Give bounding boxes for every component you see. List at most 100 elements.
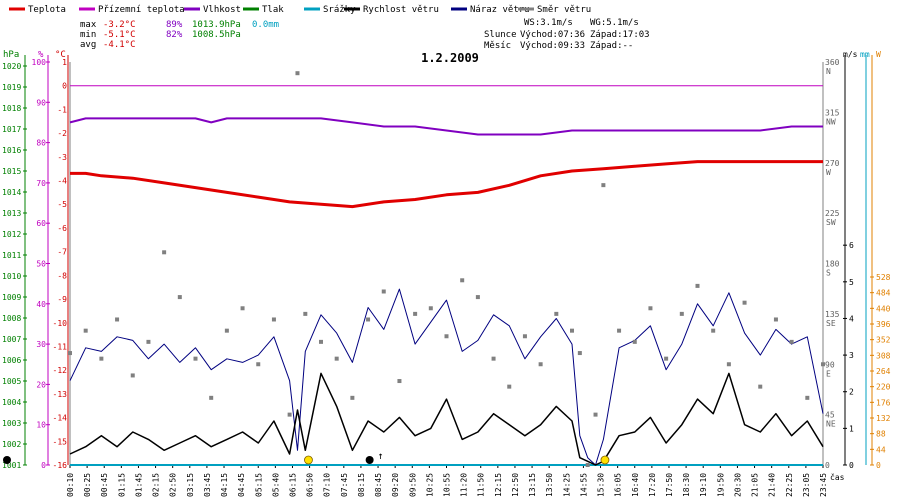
humidity-tick: 90 — [36, 98, 46, 107]
temperature-tick: -14 — [53, 414, 68, 423]
temperature-tick: -10 — [53, 319, 68, 328]
info-sun-set: Západ:17:03 — [590, 30, 650, 40]
info-wg: WG:5.1m/s — [590, 18, 639, 28]
time-label: 16:40 — [631, 473, 640, 497]
humidity-axis-unit: % — [38, 50, 44, 60]
wind-direction-point — [68, 351, 72, 356]
time-label: 09:50 — [408, 473, 417, 497]
solar-tick: 0 — [876, 461, 881, 470]
direction-label: N — [826, 67, 831, 76]
markers: ↑ — [3, 451, 610, 465]
time-label: 18:30 — [682, 473, 691, 497]
wind-direction-point — [413, 311, 418, 316]
time-label: 04:45 — [237, 473, 246, 497]
wind-direction-point — [130, 373, 135, 378]
stats-pressure: 1008.5hPa — [192, 30, 241, 40]
time-label: 01:15 — [117, 473, 126, 497]
wind-direction-point — [224, 328, 229, 333]
time-label: 12:50 — [511, 473, 520, 497]
info-moon-rise: Východ:09:33 — [520, 41, 585, 51]
wind-direction-point — [83, 328, 88, 333]
pressure-tick: 1010 — [2, 272, 21, 281]
humidity-tick: 10 — [36, 421, 46, 430]
time-label: 21:05 — [751, 473, 760, 497]
stats-temp: -3.2°C — [103, 20, 136, 30]
stats-humidity: 82% — [166, 30, 183, 40]
solar-tick: 308 — [876, 351, 891, 360]
temperature-line — [70, 160, 823, 209]
time-label: 07:10 — [323, 473, 332, 497]
wind-direction-point — [303, 311, 308, 316]
legend-label: Vlhkost — [203, 5, 241, 15]
wind-direction-point — [366, 317, 371, 322]
legend-label: Náraz větru — [470, 5, 530, 15]
time-label: 05:15 — [254, 473, 263, 497]
info-ws: WS:3.1m/s — [524, 18, 573, 28]
pressure-tick: 1008 — [2, 314, 21, 323]
wind-direction-point — [507, 384, 512, 389]
time-label: 01:45 — [134, 473, 143, 497]
temperature-tick: -15 — [53, 437, 68, 446]
wind-direction-point — [773, 317, 778, 322]
pressure-tick: 1017 — [2, 125, 21, 134]
solar-tick: 88 — [876, 430, 886, 439]
pressure-tick: 1014 — [2, 188, 21, 197]
solar-tick: 352 — [876, 336, 891, 345]
info-sun-label: Slunce — [484, 30, 517, 40]
wind-tick: 4 — [849, 314, 854, 323]
wind-direction-point — [209, 395, 214, 400]
pressure-tick: 1007 — [2, 335, 21, 344]
wind-direction-point — [789, 339, 794, 344]
wind-direction-point — [695, 283, 700, 288]
wind-direction-point — [538, 362, 543, 367]
grid — [69, 62, 824, 466]
time-label: 13:50 — [545, 473, 554, 497]
direction-tick: 315 — [825, 108, 840, 117]
pressure-tick: 1002 — [2, 440, 21, 449]
wind-direction-point — [350, 395, 355, 400]
wind-speed-line — [69, 372, 824, 466]
direction-label: S — [826, 269, 831, 278]
wind-direction-point — [632, 339, 637, 344]
wind-direction-point — [679, 311, 684, 316]
time-label: 21:40 — [768, 473, 777, 497]
time-label: 10:25 — [425, 473, 434, 497]
humidity-tick: 20 — [36, 380, 46, 389]
pressure-tick: 1012 — [2, 230, 21, 239]
wind-direction-point — [554, 311, 559, 316]
temperature-axis-unit: °C — [55, 50, 66, 60]
solar-tick: 132 — [876, 414, 891, 423]
pressure-tick: 1006 — [2, 356, 21, 365]
direction-tick: 45 — [825, 411, 835, 420]
wind-direction-point — [319, 339, 323, 344]
wind-direction-point — [146, 339, 151, 344]
time-label: 14:25 — [562, 473, 571, 497]
stats-label: max — [80, 20, 97, 30]
wind-direction-point — [726, 362, 731, 367]
wind-direction-point — [295, 71, 300, 76]
temperature-tick: -16 — [53, 461, 68, 470]
time-label: 03:15 — [186, 473, 195, 497]
direction-tick: 180 — [825, 260, 840, 269]
time-label: 08:45 — [374, 473, 383, 497]
temperature-tick: 0 — [62, 82, 67, 91]
direction-tick: 225 — [825, 209, 840, 218]
pressure-tick: 1001 — [2, 461, 21, 470]
stats-block: max -3.2°C 89% 1013.9hPa 0.0mm min -5.1°C 82% 10… — [80, 20, 279, 50]
direction-label: NE — [826, 420, 836, 429]
wind-direction-point — [617, 328, 622, 333]
pressure-tick: 1003 — [2, 419, 21, 428]
wind-direction-point — [742, 300, 747, 305]
wind-tick: 6 — [849, 241, 854, 250]
wind-direction-point — [99, 356, 104, 361]
time-label: 23:45 — [819, 473, 828, 497]
legend-label: Přízemní teplota — [98, 5, 185, 15]
chart-title: 1.2.2009 — [421, 51, 479, 65]
wind-gust-line — [69, 288, 824, 466]
time-label: 12:15 — [494, 473, 503, 497]
moon-marker — [3, 456, 11, 464]
wind-direction-point — [271, 317, 276, 322]
wind-direction-point — [805, 395, 810, 400]
direction-label: NW — [826, 117, 836, 126]
